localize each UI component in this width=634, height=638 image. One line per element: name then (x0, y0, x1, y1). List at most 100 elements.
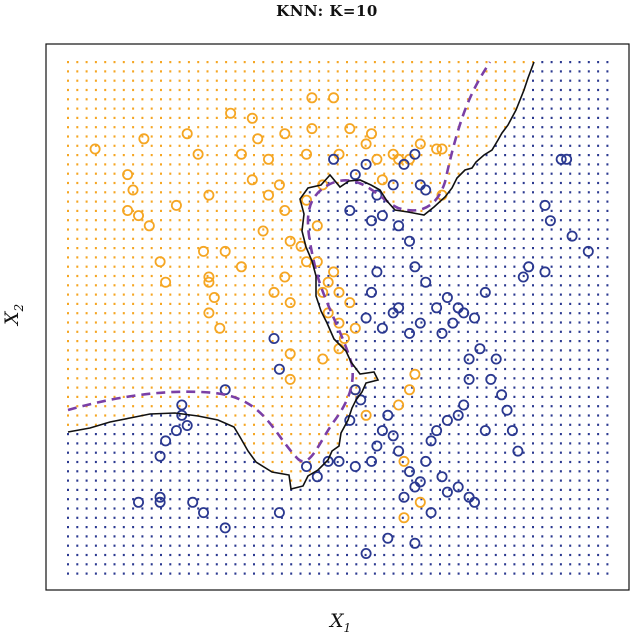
grid-dot-orange (122, 154, 125, 157)
grid-dot-blue (299, 544, 302, 547)
grid-dot-blue (559, 293, 562, 296)
grid-dot-orange (132, 172, 135, 175)
grid-dot-orange (206, 191, 209, 194)
grid-dot-orange (85, 367, 88, 371)
grid-dot-blue (299, 507, 302, 510)
grid-dot-blue (569, 116, 572, 119)
grid-dot-orange (122, 228, 125, 231)
grid-dot-blue (466, 460, 469, 464)
grid-dot-blue (225, 516, 228, 519)
grid-dot-blue (76, 553, 79, 557)
grid-dot-orange (160, 191, 162, 194)
grid-dot-orange (290, 98, 293, 101)
grid-dot-orange (373, 172, 376, 175)
grid-dot-blue (336, 488, 339, 491)
grid-dot-orange (122, 274, 125, 278)
grid-dot-orange (318, 135, 321, 138)
grid-dot-blue (541, 433, 544, 436)
grid-dot-orange (280, 340, 283, 343)
grid-dot-orange (169, 88, 172, 92)
grid-dot-orange (160, 79, 162, 82)
grid-dot-blue (253, 488, 255, 491)
grid-dot-blue (466, 302, 469, 305)
grid-dot-orange (122, 88, 125, 92)
grid-dot-orange (243, 293, 246, 296)
grid-dot-blue (206, 488, 209, 491)
grid-dot-blue (373, 228, 376, 231)
grid-dot-blue (485, 247, 488, 250)
grid-dot-orange (253, 321, 255, 324)
grid-dot-blue (466, 423, 469, 426)
grid-dot-blue (346, 544, 348, 547)
grid-dot-orange (234, 107, 237, 110)
grid-dot-orange (346, 377, 348, 380)
point-blue (431, 425, 443, 437)
grid-dot-orange (280, 79, 283, 82)
grid-dot-orange (94, 228, 97, 231)
grid-dot-blue (94, 498, 97, 501)
grid-dot-blue (141, 460, 144, 464)
grid-dot-orange (243, 88, 246, 92)
grid-dot-blue (327, 516, 330, 519)
grid-dot-blue (485, 181, 488, 185)
grid-dot-blue (132, 460, 135, 464)
grid-dot-blue (559, 340, 562, 343)
grid-dot-blue (160, 526, 162, 529)
grid-dot-blue (67, 535, 69, 538)
grid-dot-orange (420, 209, 423, 212)
grid-dot-blue (513, 228, 516, 231)
grid-dot-orange (150, 154, 153, 157)
grid-dot-blue (587, 126, 590, 129)
grid-dot-orange (308, 442, 311, 445)
grid-dot-blue (318, 200, 321, 203)
grid-dot-blue (215, 526, 218, 529)
grid-dot-blue (569, 507, 572, 510)
grid-dot-blue (373, 340, 376, 343)
grid-dot-orange (122, 191, 125, 194)
grid-dot-blue (550, 79, 553, 82)
grid-dot-blue (569, 209, 572, 212)
grid-dot-orange (262, 433, 265, 436)
grid-dot-orange (197, 349, 200, 352)
grid-dot-blue (355, 433, 358, 436)
point-orange (349, 322, 361, 334)
point-orange (317, 353, 329, 365)
grid-dot-orange (206, 377, 209, 380)
grid-dot-blue (243, 498, 246, 501)
grid-dot-blue (383, 256, 386, 259)
grid-dot-blue (429, 219, 432, 222)
grid-dot-orange (271, 126, 274, 129)
grid-dot-orange (169, 70, 172, 73)
grid-dot-orange (197, 395, 200, 398)
grid-dot-orange (271, 395, 274, 398)
grid-dot-blue (94, 488, 97, 491)
grid-dot-blue (569, 414, 572, 417)
grid-dot-blue (597, 79, 600, 82)
grid-dot-orange (67, 200, 69, 203)
grid-dot-blue (383, 563, 386, 566)
grid-dot-orange (215, 135, 218, 138)
grid-dot-orange (169, 302, 172, 305)
grid-dot-orange (160, 284, 162, 287)
grid-dot-blue (420, 442, 423, 445)
grid-dot-orange (373, 107, 376, 110)
grid-dot-blue (234, 451, 237, 454)
grid-dot-blue (169, 433, 172, 436)
grid-dot-orange (234, 349, 237, 352)
grid-dot-orange (420, 172, 423, 175)
grid-dot-blue (457, 340, 460, 343)
grid-dot-blue (597, 553, 600, 557)
grid-dot-orange (206, 154, 209, 157)
grid-dot-blue (178, 442, 181, 445)
grid-dot-orange (271, 70, 274, 73)
grid-dot-orange (187, 405, 190, 408)
grid-dot-blue (466, 284, 469, 287)
grid-dot-orange (215, 265, 218, 268)
grid-dot-blue (569, 181, 572, 185)
grid-dot-blue (569, 479, 572, 482)
grid-dot-blue (597, 237, 600, 240)
grid-dot-blue (225, 460, 228, 464)
grid-dot-orange (141, 154, 144, 157)
grid-dot-blue (318, 535, 321, 538)
grid-dot-orange (429, 79, 432, 82)
